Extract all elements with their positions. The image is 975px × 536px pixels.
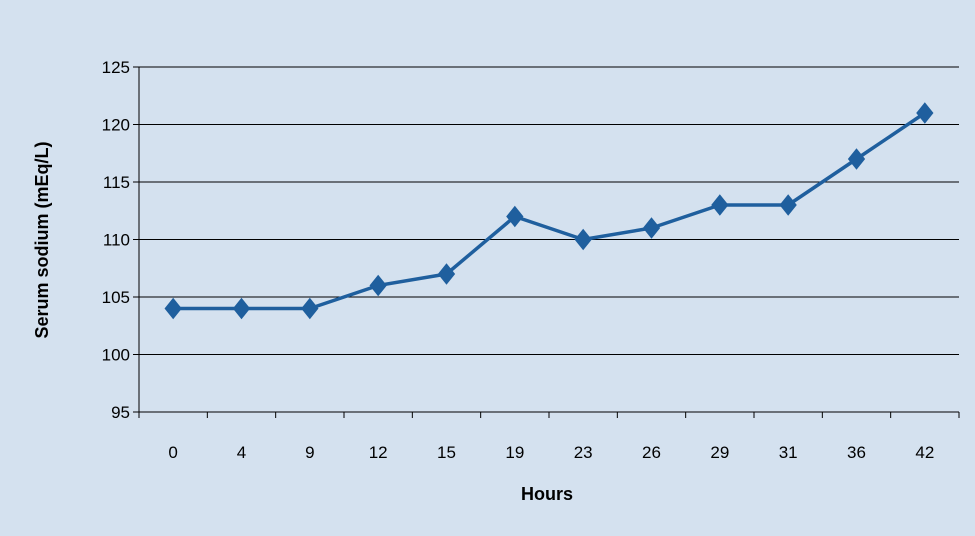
y-tick-label: 95 (111, 403, 130, 422)
y-axis-title: Serum sodium (mEq/L) (32, 141, 52, 338)
x-tick-label: 42 (915, 443, 934, 462)
x-tick-label: 19 (505, 443, 524, 462)
x-tick-label: 0 (168, 443, 177, 462)
series-line (173, 111, 926, 311)
y-tick-label: 115 (103, 173, 130, 192)
x-axis-title: Hours (521, 484, 573, 504)
data-point-marker (437, 263, 456, 285)
data-point-marker (301, 297, 319, 320)
x-tick-label: 26 (642, 443, 661, 462)
data-point-marker (711, 194, 729, 216)
axes (133, 66, 960, 418)
y-tick-label: 125 (102, 58, 130, 77)
y-tick-label: 120 (102, 116, 130, 135)
x-tick-label: 9 (305, 443, 314, 462)
x-tick-label: 31 (779, 443, 798, 462)
data-point-marker (506, 205, 524, 228)
data-point-marker (369, 274, 387, 297)
x-tick-label: 29 (710, 443, 729, 462)
x-tick-label: 12 (369, 443, 388, 462)
data-point-marker (164, 297, 182, 320)
data-point-marker (574, 228, 592, 251)
series (164, 102, 934, 320)
data-point-marker (847, 148, 866, 170)
y-tick-label: 110 (103, 231, 130, 250)
data-point-marker (916, 102, 934, 124)
y-tick-label: 100 (102, 346, 130, 365)
data-point-marker (779, 194, 797, 216)
data-point-marker (642, 217, 661, 239)
data-point-marker (232, 297, 251, 320)
x-tick-label: 4 (237, 443, 246, 462)
y-tick-labels: 95 100 105 110 115 120 125 (102, 58, 130, 422)
x-tick-label: 36 (847, 443, 866, 462)
x-tick-label: 23 (574, 443, 593, 462)
x-tick-label: 15 (437, 443, 456, 462)
x-tick-labels: 0 4 9 12 15 19 23 26 29 31 36 42 (168, 443, 934, 462)
y-tick-label: 105 (102, 288, 130, 307)
gridlines (139, 66, 959, 355)
